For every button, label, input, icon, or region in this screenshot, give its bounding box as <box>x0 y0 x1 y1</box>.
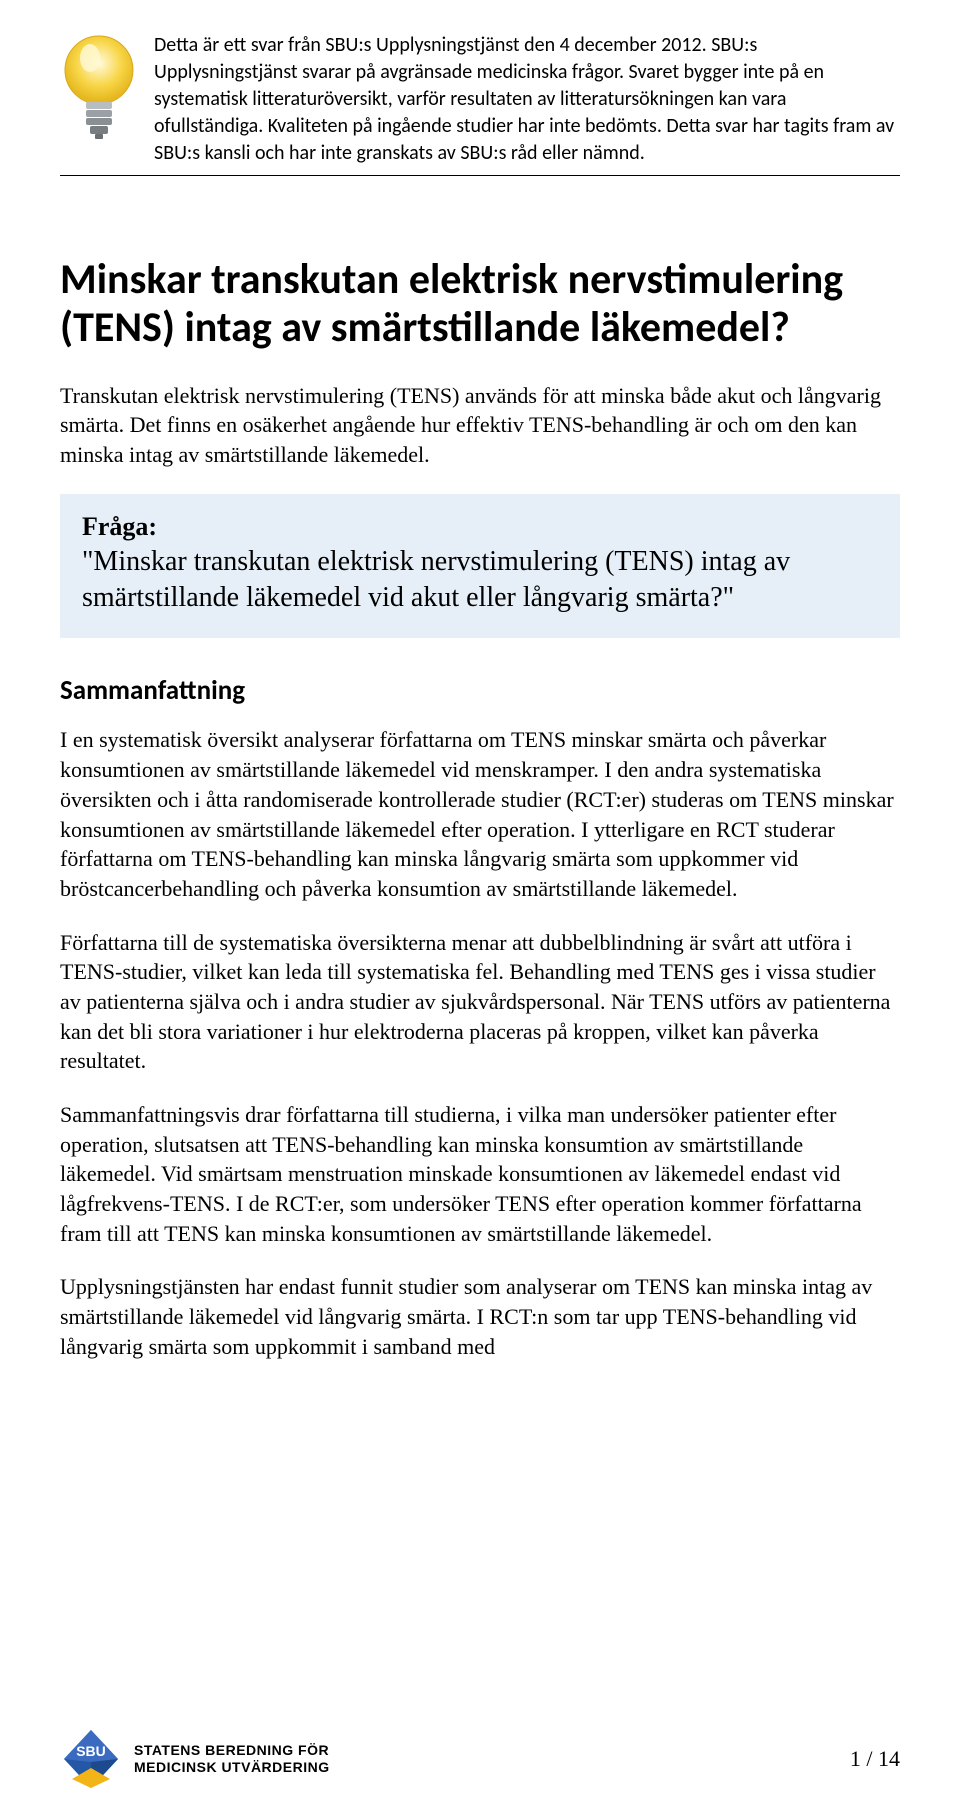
footer-org-name: STATENS BEREDNING FÖR MEDICINSK UTVÄRDER… <box>134 1742 330 1776</box>
footer: SBU STATENS BEREDNING FÖR MEDICINSK UTVÄ… <box>60 1728 900 1790</box>
header-divider <box>60 175 900 176</box>
sbu-logo-icon: SBU <box>60 1728 122 1790</box>
footer-org-line2: MEDICINSK UTVÄRDERING <box>134 1759 330 1776</box>
page-title: Minskar transkutan elektrisk nervstimule… <box>60 256 900 353</box>
footer-logo-block: SBU STATENS BEREDNING FÖR MEDICINSK UTVÄ… <box>60 1728 330 1790</box>
summary-p1: I en systematisk översikt analyserar för… <box>60 725 900 903</box>
question-label: Fråga: <box>82 512 878 542</box>
page-number: 1 / 14 <box>850 1746 900 1772</box>
summary-p2: Författarna till de systematiska översik… <box>60 928 900 1076</box>
lightbulb-icon <box>60 30 138 155</box>
summary-p4: Upplysningstjänsten har endast funnit st… <box>60 1272 900 1361</box>
question-text: "Minskar transkutan elektrisk nervstimul… <box>82 544 878 617</box>
intro-paragraph: Transkutan elektrisk nervstimulering (TE… <box>60 381 900 470</box>
logo-text-inside: SBU <box>76 1743 106 1759</box>
summary-heading: Sammanfattning <box>60 674 900 707</box>
header-block: Detta är ett svar från SBU:s Upplysnings… <box>60 30 900 167</box>
header-disclaimer: Detta är ett svar från SBU:s Upplysnings… <box>154 30 900 167</box>
summary-p3: Sammanfattningsvis drar författarna till… <box>60 1100 900 1248</box>
footer-org-line1: STATENS BEREDNING FÖR <box>134 1742 330 1759</box>
question-box: Fråga: "Minskar transkutan elektrisk ner… <box>60 494 900 639</box>
